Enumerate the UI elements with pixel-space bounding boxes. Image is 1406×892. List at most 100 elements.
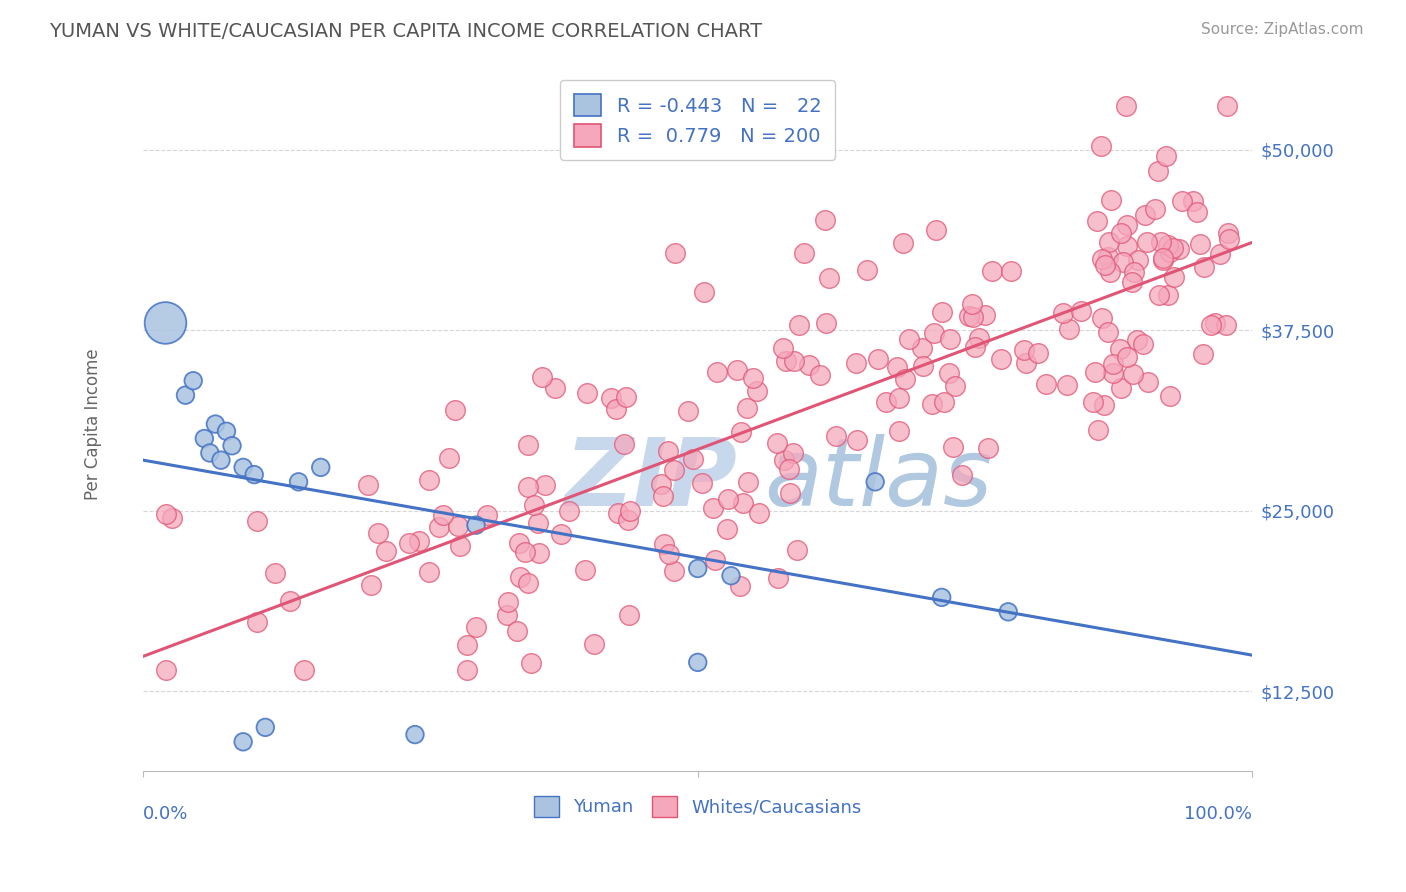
Point	[1215, 318, 1237, 332]
Point	[619, 504, 641, 518]
Point	[204, 417, 226, 431]
Point	[1152, 253, 1174, 268]
Point	[617, 607, 640, 622]
Point	[1083, 395, 1105, 409]
Point	[1185, 205, 1208, 219]
Point	[748, 507, 770, 521]
Point	[1188, 236, 1211, 251]
Point	[1012, 343, 1035, 358]
Point	[787, 318, 810, 332]
Point	[1052, 306, 1074, 320]
Point	[1216, 226, 1239, 240]
Text: 0.0%: 0.0%	[143, 805, 188, 823]
Point	[942, 441, 965, 455]
Point	[418, 565, 440, 579]
Point	[931, 591, 953, 605]
Point	[1121, 367, 1143, 381]
Text: YUMAN VS WHITE/CAUCASIAN PER CAPITA INCOME CORRELATION CHART: YUMAN VS WHITE/CAUCASIAN PER CAPITA INCO…	[49, 22, 762, 41]
Point	[505, 624, 527, 639]
Point	[292, 663, 315, 677]
Point	[1070, 304, 1092, 318]
Point	[1168, 242, 1191, 256]
Point	[875, 395, 897, 409]
Point	[1128, 253, 1150, 268]
Point	[1097, 250, 1119, 264]
Point	[779, 485, 801, 500]
Point	[783, 353, 806, 368]
Point	[599, 391, 621, 405]
Point	[845, 356, 868, 370]
Point	[1092, 398, 1115, 412]
Text: Source: ZipAtlas.com: Source: ZipAtlas.com	[1201, 22, 1364, 37]
Point	[193, 432, 215, 446]
Point	[1121, 275, 1143, 289]
Text: ZIP: ZIP	[565, 434, 738, 525]
Point	[967, 331, 990, 345]
Point	[693, 285, 716, 300]
Point	[1101, 366, 1123, 380]
Point	[215, 425, 238, 439]
Point	[664, 463, 686, 477]
Point	[922, 326, 945, 340]
Point	[160, 511, 183, 525]
Point	[287, 475, 309, 489]
Point	[921, 397, 943, 411]
Point	[232, 735, 254, 749]
Point	[974, 308, 997, 322]
Point	[737, 475, 759, 490]
Point	[716, 522, 738, 536]
Point	[1115, 99, 1137, 113]
Point	[814, 213, 837, 227]
Point	[449, 539, 471, 553]
Point	[456, 663, 478, 677]
Point	[891, 236, 914, 251]
Point	[1091, 310, 1114, 325]
Point	[728, 579, 751, 593]
Point	[509, 569, 531, 583]
Point	[465, 518, 488, 533]
Point	[1154, 149, 1177, 163]
Point	[447, 519, 470, 533]
Point	[845, 433, 868, 447]
Point	[614, 391, 637, 405]
Point	[1084, 365, 1107, 379]
Point	[437, 450, 460, 465]
Text: 100.0%: 100.0%	[1184, 805, 1253, 823]
Point	[1191, 347, 1213, 361]
Point	[1091, 252, 1114, 266]
Point	[404, 728, 426, 742]
Point	[496, 608, 519, 623]
Point	[427, 519, 450, 533]
Point	[398, 536, 420, 550]
Point	[741, 371, 763, 385]
Point	[686, 561, 709, 575]
Point	[814, 316, 837, 330]
Point	[997, 605, 1019, 619]
Point	[925, 222, 948, 236]
Point	[1101, 357, 1123, 371]
Point	[898, 332, 921, 346]
Point	[950, 468, 973, 483]
Point	[513, 545, 536, 559]
Point	[887, 424, 910, 438]
Point	[793, 246, 815, 260]
Point	[526, 516, 548, 530]
Point	[1087, 423, 1109, 437]
Point	[772, 453, 794, 467]
Point	[720, 568, 742, 582]
Point	[706, 366, 728, 380]
Point	[617, 513, 640, 527]
Point	[1112, 255, 1135, 269]
Point	[650, 476, 672, 491]
Point	[893, 372, 915, 386]
Point	[745, 384, 768, 399]
Point	[1150, 235, 1173, 250]
Point	[1099, 265, 1122, 279]
Point	[523, 498, 546, 512]
Point	[1099, 193, 1122, 207]
Point	[957, 309, 980, 323]
Point	[690, 476, 713, 491]
Point	[1056, 377, 1078, 392]
Point	[725, 363, 748, 377]
Point	[174, 388, 197, 402]
